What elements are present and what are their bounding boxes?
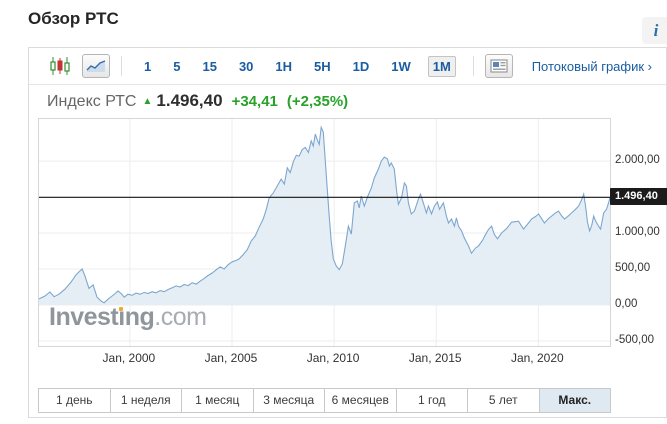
interval-button-1[interactable]: 1 bbox=[144, 58, 152, 74]
x-tick-label: Jan, 2005 bbox=[204, 351, 258, 365]
y-tick-label: -500,00 bbox=[615, 333, 655, 346]
range-button-1 неделя[interactable]: 1 неделя bbox=[110, 389, 182, 412]
range-button-1 год[interactable]: 1 год bbox=[396, 389, 468, 412]
price-change-percent: (+2,35%) bbox=[286, 93, 349, 110]
candlestick-icon bbox=[50, 57, 70, 75]
interval-button-1H[interactable]: 1H bbox=[275, 58, 293, 74]
page-title: Обзор РТС bbox=[28, 9, 119, 28]
chart-canvas bbox=[39, 119, 610, 346]
range-button-Макс.[interactable]: Макс. bbox=[539, 389, 610, 412]
interval-button-5H[interactable]: 5H bbox=[314, 58, 331, 74]
last-price: 1.496,40 bbox=[156, 91, 223, 110]
streaming-chart-link[interactable]: Потоковый график › bbox=[531, 58, 652, 74]
interval-button-1D[interactable]: 1D bbox=[352, 58, 370, 74]
x-tick-label: Jan, 2010 bbox=[306, 351, 360, 365]
info-icon[interactable]: i bbox=[642, 17, 667, 44]
price-change: +34,41 bbox=[231, 93, 278, 110]
interval-button-5[interactable]: 5 bbox=[173, 58, 181, 74]
range-button-1 день[interactable]: 1 день bbox=[39, 389, 111, 412]
area-chart-icon bbox=[86, 60, 106, 72]
toolbar-separator bbox=[121, 56, 122, 76]
range-button-5 лет[interactable]: 5 лет bbox=[468, 389, 540, 412]
news-panel-button[interactable] bbox=[484, 54, 513, 78]
y-tick-label: 2.000,00 bbox=[615, 154, 660, 167]
interval-button-1W[interactable]: 1W bbox=[391, 58, 411, 74]
chart-plot-area[interactable]: Investıng.com bbox=[38, 118, 611, 347]
y-tick-label: 0,00 bbox=[615, 297, 638, 310]
up-arrow-icon: ▲ bbox=[142, 96, 153, 107]
watermark-orange-dot: ı bbox=[118, 303, 125, 331]
interval-button-15[interactable]: 15 bbox=[202, 58, 217, 74]
news-panel-icon bbox=[490, 59, 508, 73]
candlestick-chart-button[interactable] bbox=[47, 54, 73, 78]
chart-toolbar: 1 5 15 30 1H 5H 1D 1W 1M Потоковый график › bbox=[29, 48, 666, 85]
interval-button-1M[interactable]: 1M bbox=[427, 55, 456, 77]
interval-button-30[interactable]: 30 bbox=[238, 58, 254, 74]
price-line-series bbox=[39, 125, 610, 304]
range-buttons: 1 день 1 неделя 1 месяц 3 месяца 6 месяцев 1 … bbox=[38, 388, 611, 413]
interval-buttons: 1 5 15 30 1H 5H 1D 1W 1M bbox=[133, 55, 462, 77]
y-tick-label: 500,00 bbox=[615, 262, 651, 274]
quote-header: Индекс РТС ▲ 1.496,40 +34,41 (+2,35%) bbox=[29, 86, 348, 116]
chart-widget: 1 5 15 30 1H 5H 1D 1W 1M Потоковый график › Инде… bbox=[28, 47, 667, 418]
toolbar-separator bbox=[472, 56, 474, 76]
instrument-name: Индекс РТС bbox=[47, 93, 137, 110]
range-button-3 месяца[interactable]: 3 месяца bbox=[253, 389, 325, 412]
x-tick-label: Jan, 2020 bbox=[510, 351, 564, 365]
investing-watermark: Investıng.com bbox=[49, 303, 207, 331]
current-price-tag: 1.496,40 bbox=[610, 187, 667, 205]
range-button-6 месяцев[interactable]: 6 месяцев bbox=[325, 389, 397, 412]
y-tick-label: 1.000,00 bbox=[615, 226, 660, 239]
area-chart-button[interactable] bbox=[82, 54, 110, 78]
x-tick-label: Jan, 2015 bbox=[408, 351, 462, 365]
price-area-fill bbox=[39, 127, 610, 305]
range-button-1 месяц[interactable]: 1 месяц bbox=[182, 389, 254, 412]
x-tick-label: Jan, 2000 bbox=[102, 351, 156, 365]
